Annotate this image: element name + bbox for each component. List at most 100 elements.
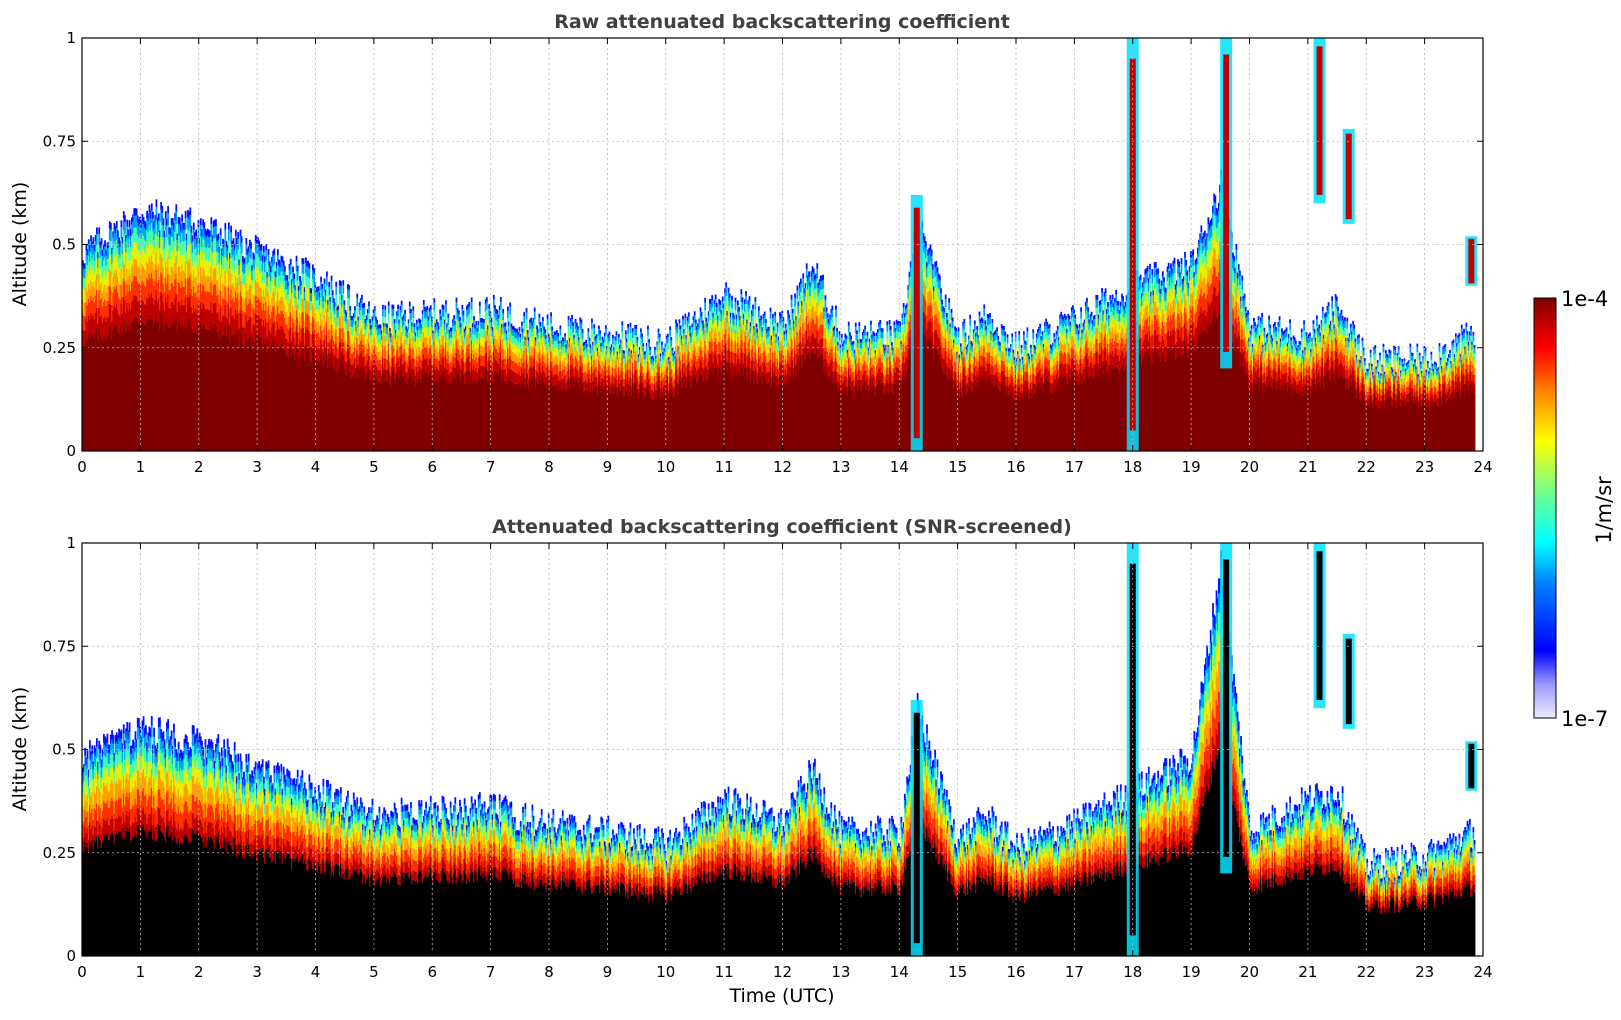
heatmap-cell (651, 375, 654, 383)
heatmap-cell (152, 297, 154, 320)
heatmap-cell (661, 364, 663, 373)
heatmap-column (181, 214, 184, 451)
heatmap-cell (463, 345, 466, 355)
heatmap-cell (129, 275, 132, 291)
heatmap-cell (296, 349, 299, 451)
heatmap-cell (642, 358, 645, 366)
heatmap-cell (262, 252, 265, 263)
heatmap-cell (155, 234, 158, 253)
heatmap-cell (483, 329, 486, 338)
heatmap-cell (650, 376, 653, 384)
heatmap-cell (390, 342, 392, 350)
heatmap-cell (563, 369, 565, 379)
heatmap-cell (336, 318, 339, 327)
heatmap-cell (505, 330, 508, 335)
heatmap-cell (382, 309, 384, 317)
heatmap-cell (352, 313, 355, 318)
heatmap-cell (352, 332, 355, 343)
heatmap-column (665, 335, 668, 451)
heatmap-cell (195, 260, 198, 277)
heatmap-cell (580, 347, 583, 357)
heatmap-cell (603, 349, 606, 358)
heatmap-cell (310, 361, 313, 451)
heatmap-column (623, 350, 626, 451)
heatmap-cell (261, 255, 264, 262)
heatmap-cell (198, 254, 201, 268)
heatmap-column (258, 240, 261, 451)
heatmap-column (678, 319, 681, 451)
heatmap-cell (194, 293, 196, 312)
heatmap-cell (351, 316, 354, 321)
heatmap-cell (655, 363, 658, 370)
heatmap-cell (457, 330, 460, 340)
heatmap-cell (584, 372, 586, 382)
heatmap-cell (393, 319, 396, 324)
heatmap-column (338, 280, 341, 451)
heatmap-cell (668, 364, 670, 371)
heatmap-cell (609, 376, 612, 385)
heatmap-cell (152, 278, 154, 298)
heatmap-cell (285, 289, 287, 300)
heatmap-cell (453, 315, 456, 320)
heatmap-cell (199, 250, 202, 268)
heatmap-cell (635, 370, 638, 382)
heatmap-cell (317, 360, 320, 451)
heatmap-cell (122, 278, 125, 298)
heatmap-cell (685, 376, 688, 388)
heatmap-cell (380, 384, 383, 451)
heatmap-cell (468, 306, 471, 314)
heatmap-cell (438, 335, 440, 344)
heatmap-cell (693, 350, 696, 362)
heatmap-cell (448, 363, 451, 374)
heatmap-cell (94, 234, 97, 242)
heatmap-cell (545, 338, 548, 345)
heatmap-cell (271, 262, 273, 273)
heatmap-cell (150, 272, 153, 293)
heatmap-cell (296, 265, 299, 272)
heatmap-cell (602, 339, 605, 343)
heatmap-cell (686, 327, 689, 336)
heatmap-cell (127, 247, 130, 261)
heatmap-cell (523, 350, 526, 363)
heatmap-cell (581, 363, 584, 374)
heatmap-cell (153, 221, 155, 229)
heatmap-cell (491, 330, 494, 337)
heatmap-cell (384, 335, 387, 347)
heatmap-column (195, 229, 198, 451)
heatmap-cell (222, 298, 224, 316)
heatmap-cell (410, 360, 412, 373)
heatmap-cell (687, 351, 690, 363)
heatmap-cell (429, 370, 432, 451)
heatmap-cell (473, 344, 475, 354)
heatmap-cell (264, 310, 266, 327)
heatmap-cell (662, 351, 665, 355)
heatmap-column (701, 320, 704, 451)
heatmap-cell (157, 298, 160, 321)
heatmap-cell (310, 288, 313, 294)
heatmap-column (170, 218, 173, 451)
heatmap-cell (216, 280, 219, 296)
heatmap-cell (656, 364, 659, 373)
heatmap-cell (356, 315, 359, 327)
heatmap-cell (654, 346, 656, 350)
heatmap-cell (545, 344, 548, 352)
heatmap-cell (630, 386, 633, 396)
heatmap-cell (638, 355, 641, 362)
heatmap-cell (296, 291, 299, 305)
heatmap-cell (385, 369, 388, 381)
heatmap-cell (174, 262, 176, 280)
heatmap-cell (140, 252, 143, 270)
heatmap-cell (682, 319, 684, 327)
heatmap-cell (292, 349, 294, 451)
heatmap-cell (601, 336, 604, 341)
heatmap-cell (377, 342, 380, 352)
heatmap-cell (613, 384, 615, 394)
heatmap-cell (160, 254, 162, 272)
heatmap-cell (361, 299, 363, 308)
heatmap-cell (532, 318, 535, 323)
heatmap-cell (679, 370, 682, 382)
heatmap-cell (605, 381, 607, 451)
heatmap-cell (157, 263, 160, 280)
heatmap-cell (710, 311, 712, 321)
heatmap-cell (155, 206, 158, 220)
